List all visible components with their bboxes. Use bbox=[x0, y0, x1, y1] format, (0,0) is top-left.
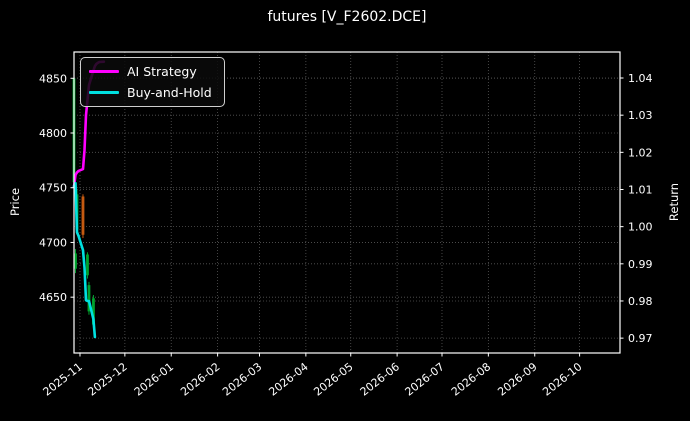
candle-body bbox=[81, 196, 85, 235]
left-tick-label: 4850 bbox=[39, 72, 67, 85]
right-tick-label: 0.99 bbox=[628, 258, 653, 271]
right-tick-label: 0.97 bbox=[628, 332, 653, 345]
legend-item-buy-and-hold: Buy-and-Hold bbox=[89, 85, 212, 100]
ai-strategy-line-swatch bbox=[89, 70, 119, 73]
candle-body bbox=[92, 298, 95, 325]
x-tick-label: 2026-08 bbox=[449, 360, 493, 399]
right-tick-label: 1.03 bbox=[628, 109, 653, 122]
legend-label-ai-strategy: AI Strategy bbox=[127, 64, 197, 79]
candle-body bbox=[74, 253, 77, 269]
right-tick-label: 1.02 bbox=[628, 146, 653, 159]
left-tick-label: 4650 bbox=[39, 291, 67, 304]
right-axis-title: Return bbox=[667, 182, 681, 222]
x-tick-label: 2026-10 bbox=[540, 360, 584, 399]
x-tick-label: 2026-09 bbox=[495, 360, 539, 399]
series-line-buy-and-hold bbox=[72, 181, 97, 339]
right-tick-label: 1.00 bbox=[628, 221, 653, 234]
x-tick-label: 2025-12 bbox=[85, 360, 129, 399]
candle-body bbox=[86, 254, 89, 276]
right-tick-label: 0.98 bbox=[628, 295, 653, 308]
left-axis-title: Price bbox=[8, 187, 22, 217]
buy-and-hold-line-swatch bbox=[89, 91, 119, 94]
x-tick-label: 2026-05 bbox=[311, 360, 355, 399]
x-tick-label: 2026-06 bbox=[358, 360, 402, 399]
candle-body bbox=[87, 285, 91, 312]
legend-label-buy-and-hold: Buy-and-Hold bbox=[127, 85, 212, 100]
right-tick-label: 1.04 bbox=[628, 72, 653, 85]
x-tick-label: 2026-01 bbox=[132, 360, 176, 399]
right-tick-label: 1.01 bbox=[628, 183, 653, 196]
chart-title: futures [V_F2602.DCE] bbox=[267, 9, 427, 25]
legend: AI Strategy Buy-and-Hold bbox=[80, 57, 225, 107]
x-tick-label: 2026-03 bbox=[220, 360, 264, 399]
legend-item-ai-strategy: AI Strategy bbox=[89, 64, 212, 79]
left-tick-label: 4750 bbox=[39, 182, 67, 195]
x-tick-label: 2026-07 bbox=[403, 360, 447, 399]
x-tick-label: 2026-04 bbox=[266, 360, 310, 399]
plot-spine bbox=[73, 51, 621, 354]
x-tick-label: 2025-11 bbox=[41, 360, 85, 399]
left-tick-label: 4700 bbox=[39, 236, 67, 249]
left-tick-label: 4800 bbox=[39, 127, 67, 140]
x-tick-label: 2026-02 bbox=[178, 360, 222, 399]
